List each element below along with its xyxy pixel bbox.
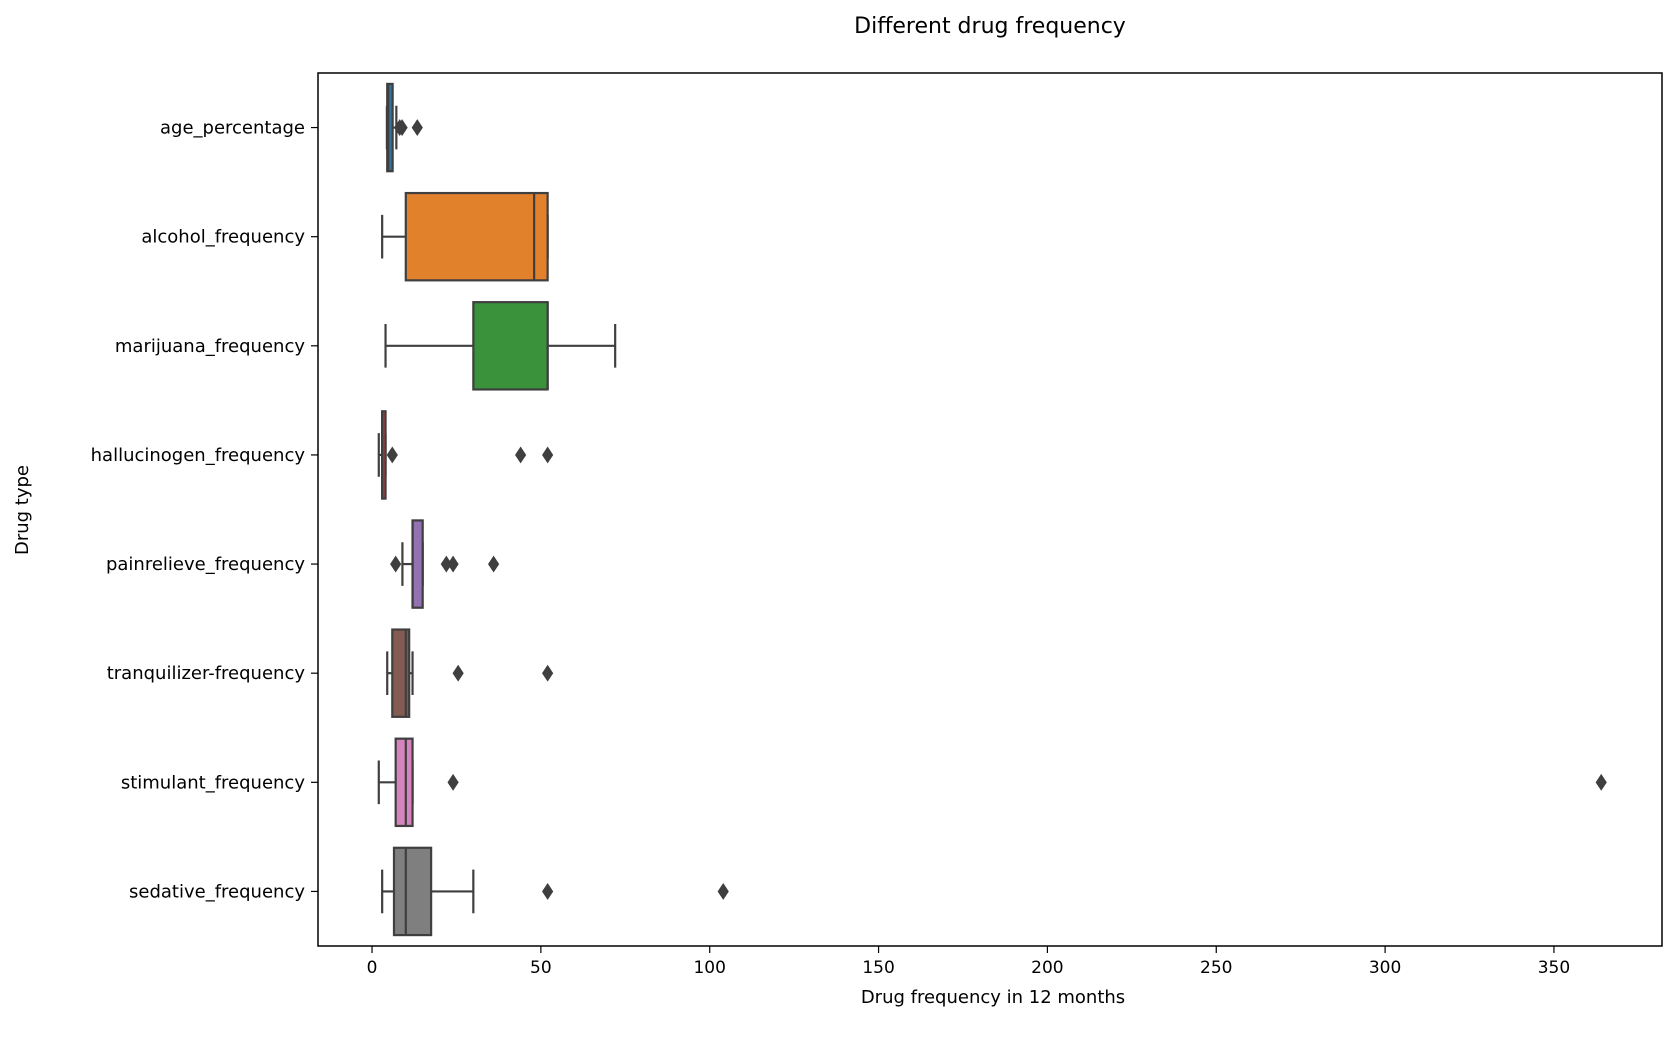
box-alcohol_frequency [381, 191, 549, 282]
y-tick-label: alcohol_frequency [141, 227, 305, 248]
y-tick-label: age_percentage [160, 118, 305, 139]
box-iqr [394, 737, 414, 828]
outlier-point [396, 119, 408, 136]
box-iqr [392, 846, 433, 937]
outlier-point [411, 119, 423, 136]
box-hallucinogen_frequency [377, 410, 554, 500]
outlier-point [717, 883, 729, 900]
box-iqr [411, 519, 424, 609]
outlier-point [542, 446, 554, 464]
x-tick-label: 0 [367, 958, 378, 978]
x-tick-label: 50 [530, 958, 552, 978]
box-painrelieve_frequency [390, 519, 500, 609]
x-tick-label: 100 [693, 958, 725, 978]
outlier-point [515, 446, 527, 464]
x-axis-label: Drug frequency in 12 months [861, 987, 1125, 1008]
box-sedative_frequency [381, 846, 729, 937]
y-axis-label: Drug type [12, 465, 33, 555]
outlier-point [542, 664, 554, 682]
y-tick-label: tranquilizer-frequency [107, 663, 306, 684]
outlier-point [390, 555, 402, 573]
y-axis-ticks: age_percentage alcohol_frequency marijuana… [91, 118, 318, 902]
outlier-point [447, 555, 459, 573]
outlier-point [452, 664, 464, 682]
x-axis-ticks: 0 50 100 150 200 250 300 350 [367, 946, 1570, 978]
y-tick-label: stimulant_frequency [121, 772, 306, 793]
y-tick-label: hallucinogen_frequency [91, 445, 306, 466]
boxes-group [377, 82, 1607, 937]
box-iqr [472, 301, 549, 391]
y-tick-label: marijuana_frequency [115, 336, 305, 357]
x-tick-label: 350 [1538, 958, 1570, 978]
outlier-point [447, 773, 459, 791]
x-tick-label: 200 [1031, 958, 1063, 978]
chart-title: Different drug frequency [854, 14, 1126, 39]
outlier-point [386, 446, 398, 464]
x-tick-label: 250 [1200, 958, 1232, 978]
box-iqr [404, 191, 549, 282]
x-tick-label: 300 [1369, 958, 1401, 978]
y-tick-label: painrelieve_frequency [106, 554, 305, 575]
outlier-point [487, 555, 500, 573]
box-tranquilizer-frequency [386, 628, 554, 718]
box-stimulant_frequency [377, 737, 1607, 828]
outlier-point [542, 883, 554, 900]
y-tick-label: sedative_frequency [129, 881, 305, 902]
x-tick-label: 150 [862, 958, 894, 978]
outlier-point [1595, 773, 1607, 791]
box-marijuana_frequency [384, 301, 617, 391]
box-age_percentage [385, 82, 423, 173]
plot-frame [317, 72, 1663, 947]
